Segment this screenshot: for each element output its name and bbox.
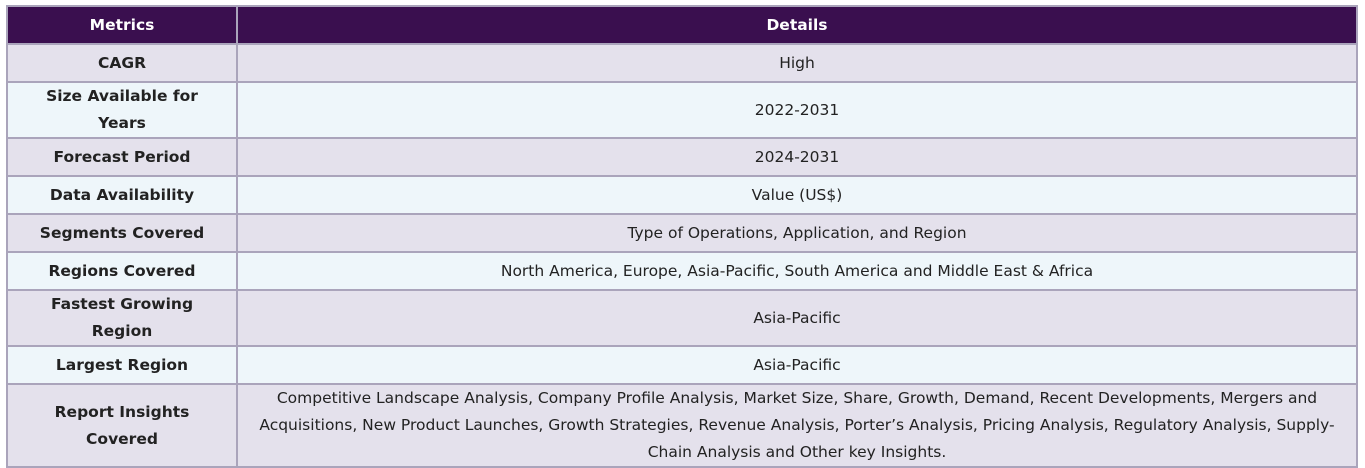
table-row: Fastest Growing Region Asia-Pacific [6,289,1358,347]
table-body: CAGR High Size Available for Years 2022-203… [6,43,1358,468]
metric-cell: Segments Covered [6,213,238,253]
detail-cell: Value (US$) [236,175,1358,215]
table-row: Size Available for Years 2022-2031 [6,81,1358,139]
table-row: Report Insights Covered Competitive Lands… [6,383,1358,468]
detail-cell: Asia-Pacific [236,289,1358,347]
table-row: CAGR High [6,43,1358,83]
detail-cell: High [236,43,1358,83]
detail-cell: North America, Europe, Asia-Pacific, Sou… [236,251,1358,291]
metric-cell: Largest Region [6,345,238,385]
detail-cell: Asia-Pacific [236,345,1358,385]
table-row: Regions Covered North America, Europe, As… [6,251,1358,291]
metric-cell: Forecast Period [6,137,238,177]
metric-cell: Size Available for Years [6,81,238,139]
metric-cell: Report Insights Covered [6,383,238,468]
table-row: Data Availability Value (US$) [6,175,1358,215]
metric-cell: Regions Covered [6,251,238,291]
metric-cell: Data Availability [6,175,238,215]
detail-cell: 2024-2031 [236,137,1358,177]
table-row: Segments Covered Type of Operations, Appl… [6,213,1358,253]
header-cell: Metrics [6,5,238,45]
header-row: Metrics Details [6,5,1358,45]
table-row: Forecast Period 2024-2031 [6,137,1358,177]
table-header: Metrics Details [6,5,1358,45]
detail-cell: Type of Operations, Application, and Reg… [236,213,1358,253]
detail-cell: 2022-2031 [236,81,1358,139]
metrics-table: Metrics Details CAGR High Size Available f… [6,5,1358,468]
table-row: Largest Region Asia-Pacific [6,345,1358,385]
detail-cell: Competitive Landscape Analysis, Company … [236,383,1358,468]
metric-cell: CAGR [6,43,238,83]
header-cell: Details [236,5,1358,45]
metric-cell: Fastest Growing Region [6,289,238,347]
